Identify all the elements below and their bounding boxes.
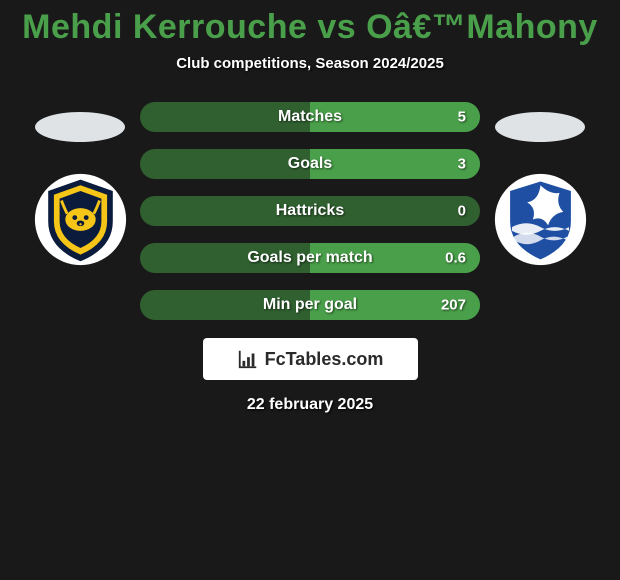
right-player-silhouette bbox=[495, 112, 585, 142]
stat-fill-right bbox=[310, 149, 480, 179]
comparison-row: Matches 5 Goals 3 Hattricks 0 Goals per match 0… bbox=[0, 102, 620, 320]
stat-value-right: 5 bbox=[458, 109, 466, 126]
date-text: 22 february 2025 bbox=[247, 396, 373, 414]
left-column bbox=[30, 102, 130, 267]
stat-label: Goals per match bbox=[247, 249, 372, 267]
right-club-badge bbox=[493, 172, 588, 267]
stat-value-right: 207 bbox=[441, 297, 466, 314]
stat-value-right: 3 bbox=[458, 156, 466, 173]
watermark: FcTables.com bbox=[203, 338, 418, 380]
stat-bar: Hattricks 0 bbox=[140, 196, 480, 226]
stat-bar: Goals 3 bbox=[140, 149, 480, 179]
stat-label: Hattricks bbox=[276, 202, 344, 220]
oxford-united-icon bbox=[33, 172, 128, 267]
chart-icon bbox=[237, 348, 259, 370]
stats-column: Matches 5 Goals 3 Hattricks 0 Goals per match 0… bbox=[140, 102, 480, 320]
stat-bar: Min per goal 207 bbox=[140, 290, 480, 320]
stat-bar: Goals per match 0.6 bbox=[140, 243, 480, 273]
left-club-badge bbox=[33, 172, 128, 267]
stat-label: Matches bbox=[278, 108, 342, 126]
stat-label: Goals bbox=[288, 155, 332, 173]
page-title: Mehdi Kerrouche vs Oâ€™Mahony bbox=[22, 8, 598, 47]
left-player-silhouette bbox=[35, 112, 125, 142]
stat-bar: Matches 5 bbox=[140, 102, 480, 132]
subtitle: Club competitions, Season 2024/2025 bbox=[176, 55, 444, 72]
stat-label: Min per goal bbox=[263, 296, 357, 314]
watermark-text: FcTables.com bbox=[265, 349, 384, 370]
portsmouth-icon bbox=[493, 172, 588, 267]
stat-value-right: 0 bbox=[458, 203, 466, 220]
stat-value-right: 0.6 bbox=[445, 250, 466, 267]
right-column bbox=[490, 102, 590, 267]
